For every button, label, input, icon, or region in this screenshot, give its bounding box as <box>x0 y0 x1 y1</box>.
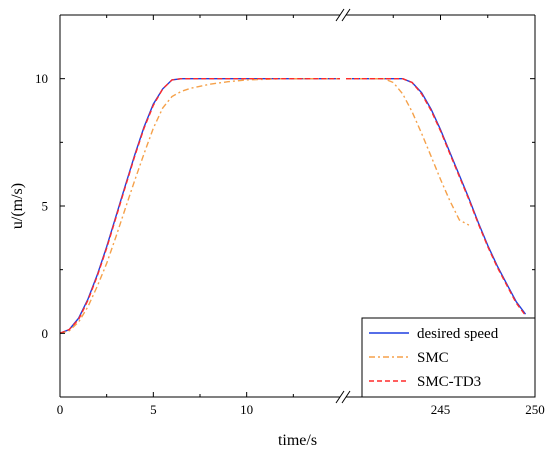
x-axis-title: time/s <box>278 432 317 449</box>
x-tick-label: 5 <box>150 402 157 417</box>
axis-break-mark <box>335 390 345 404</box>
x-tick-label: 10 <box>240 402 253 417</box>
axis-break-mark <box>341 390 351 404</box>
axis-break-mark <box>341 8 351 22</box>
y-axis-title: u/(m/s) <box>9 183 26 229</box>
legend-label-1: desired speed <box>417 326 499 342</box>
y-tick-label: 5 <box>42 199 49 214</box>
legend-box <box>361 317 536 398</box>
legend-label-2: SMC <box>417 350 449 366</box>
series-line-2 <box>59 78 470 334</box>
y-tick-label: 0 <box>42 326 49 341</box>
x-tick-label: 250 <box>525 402 545 417</box>
x-tick-label: 245 <box>431 402 451 417</box>
axis-break-mark <box>335 8 345 22</box>
plot-lines <box>59 78 527 334</box>
y-tick-label: 10 <box>35 71 48 86</box>
axis-ticks <box>59 15 536 397</box>
legend-label-3: SMC-TD3 <box>417 374 481 390</box>
series-line-1 <box>59 78 527 334</box>
legend: desired speed SMC SMC-TD3 <box>361 317 536 398</box>
tick-labels: 0 5 10 245 250 0 5 10 <box>35 71 545 417</box>
x-tick-label: 0 <box>57 402 64 417</box>
series-line-3 <box>59 78 527 334</box>
